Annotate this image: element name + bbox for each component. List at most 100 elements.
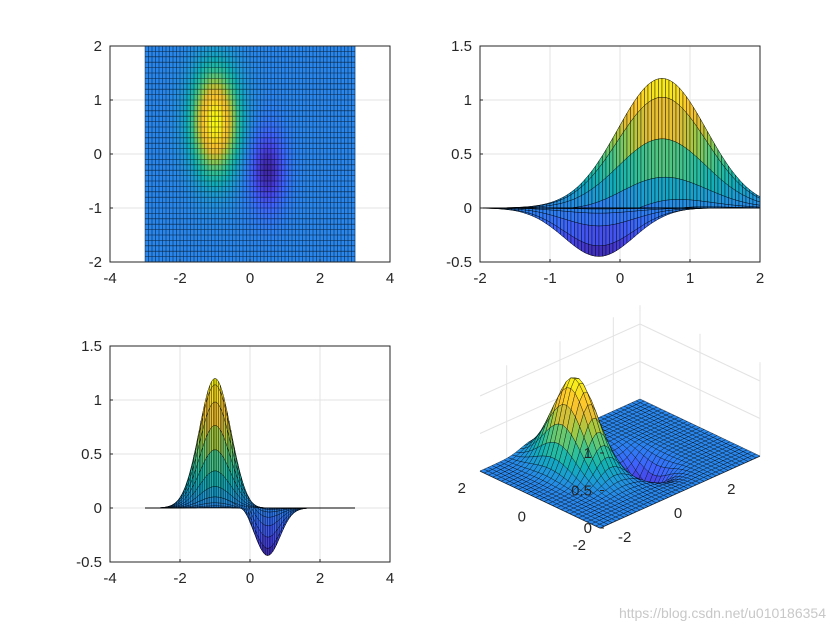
heatmap-cell <box>292 235 296 241</box>
heatmap-cell <box>323 83 328 90</box>
heatmap-cell <box>267 229 272 236</box>
heatmap-cell <box>190 94 195 101</box>
heatmap-cell <box>278 175 282 182</box>
heatmap-cell <box>278 100 282 106</box>
heatmap-cell <box>306 229 310 236</box>
heatmap-cell <box>180 94 184 101</box>
heatmap-cell <box>246 46 251 52</box>
heatmap-cell <box>348 100 352 106</box>
surface-patch <box>563 208 568 212</box>
heatmap-cell <box>243 67 247 74</box>
heatmap-cell <box>152 191 156 198</box>
heatmap-cell <box>309 94 314 101</box>
surface-patch <box>689 199 694 208</box>
heatmap-cell <box>162 132 167 139</box>
heatmap-cell <box>145 94 149 101</box>
heatmap-cell <box>211 245 216 252</box>
heatmap-cell <box>292 132 296 139</box>
heatmap-cell <box>271 100 275 106</box>
heatmap-cell <box>187 240 191 247</box>
heatmap-cell <box>180 202 184 209</box>
heatmap-cell <box>260 186 265 193</box>
heatmap-cell <box>152 235 156 241</box>
heatmap-cell <box>197 181 202 187</box>
heatmap-cell <box>323 154 328 160</box>
heatmap-cell <box>295 100 300 106</box>
surface-patch <box>584 242 589 255</box>
heatmap-cell <box>232 116 237 122</box>
heatmap-cell <box>274 218 279 225</box>
heatmap-cell <box>253 208 258 214</box>
heatmap-cell <box>197 202 202 209</box>
heatmap-cell <box>348 116 352 122</box>
heatmap-cell <box>281 240 286 247</box>
heatmap-cell <box>218 121 223 128</box>
surface-patch <box>633 183 638 211</box>
heatmap-cell <box>173 218 177 225</box>
heatmap-cell <box>218 170 223 176</box>
heatmap-cell <box>246 164 251 171</box>
heatmap-cell <box>299 127 303 133</box>
heatmap-cell <box>327 175 331 182</box>
surface-patch <box>710 202 715 208</box>
heatmap-cell <box>211 110 216 117</box>
heatmap-cell <box>267 256 272 263</box>
heatmap-cell <box>215 121 219 128</box>
heatmap-cell <box>222 62 226 68</box>
heatmap-cell <box>232 127 237 133</box>
heatmap-cell <box>250 143 254 149</box>
surface-patch <box>672 140 677 179</box>
heatmap-cell <box>215 202 219 209</box>
heatmap-cell <box>288 127 293 133</box>
surface-patch <box>602 208 607 214</box>
heatmap-cell <box>344 51 349 58</box>
heatmap-cell <box>274 67 279 74</box>
heatmap-cell <box>285 62 289 68</box>
heatmap-cell <box>334 240 338 247</box>
heatmap-cell <box>351 240 356 247</box>
heatmap-cell <box>278 67 282 74</box>
heatmap-cell <box>281 164 286 171</box>
heatmap-cell <box>320 154 324 160</box>
surface-patch <box>588 208 593 214</box>
heatmap-cell <box>190 235 195 241</box>
heatmap-cell <box>183 132 188 139</box>
surface-patch <box>567 219 572 236</box>
heatmap-cell <box>166 213 170 220</box>
heatmap-cell <box>344 170 349 176</box>
surface-patch <box>633 217 638 232</box>
heatmap-cell <box>320 67 324 74</box>
surface-patch <box>570 211 575 223</box>
heatmap-cell <box>271 73 275 79</box>
heatmap-cell <box>239 116 244 122</box>
heatmap-cell <box>299 137 303 144</box>
heatmap-cell <box>211 218 216 225</box>
heatmap-cell <box>260 56 265 63</box>
heatmap-cell <box>197 132 202 139</box>
heatmap-cell <box>264 137 268 144</box>
heatmap-cell <box>229 256 233 263</box>
heatmap-cell <box>348 229 352 236</box>
heatmap-cell <box>204 170 209 176</box>
heatmap-cell <box>246 175 251 182</box>
heatmap-cell <box>302 191 307 198</box>
heatmap-cell <box>201 229 205 236</box>
heatmap-cell <box>260 121 265 128</box>
surface-patch <box>581 212 586 225</box>
heatmap-cell <box>278 116 282 122</box>
heatmap-cell <box>351 154 356 160</box>
heatmap-cell <box>159 46 163 52</box>
heatmap-cell <box>162 143 167 149</box>
surface-patch <box>633 112 638 153</box>
heatmap-cell <box>152 251 156 257</box>
heatmap-cell <box>225 67 230 74</box>
heatmap-cell <box>309 78 314 85</box>
heatmap-cell <box>327 224 331 230</box>
heatmap-cell <box>330 235 335 241</box>
heatmap-cell <box>313 121 317 128</box>
heatmap-cell <box>264 110 268 117</box>
heatmap-cell <box>187 175 191 182</box>
surface-patch <box>213 502 216 506</box>
heatmap-cell <box>288 148 293 155</box>
heatmap-cell <box>243 56 247 63</box>
